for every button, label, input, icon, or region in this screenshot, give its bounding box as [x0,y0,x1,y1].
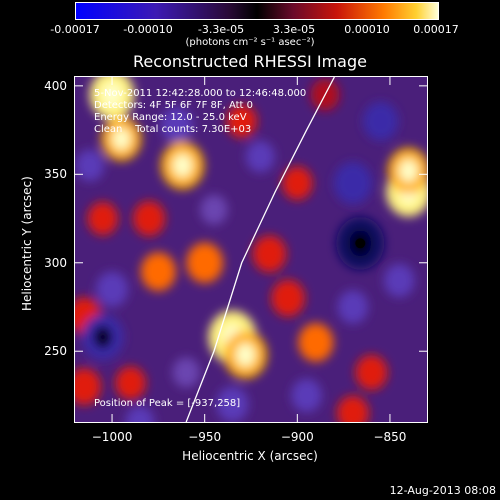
annotation-peak-position: Position of Peak = [-937,258] [94,398,241,409]
x-tick-label: −950 [188,430,222,444]
chart-title: Reconstructed RHESSI Image [133,52,367,71]
negative-blob [172,357,200,388]
annotation-clean-counts: Clean Total counts: 7.30E+03 [94,124,252,135]
negative-blob [245,140,275,173]
x-axis-label: Heliocentric X (arcsec) [182,449,318,463]
emission-blob [133,200,166,237]
annotation-time-range: 5-Nov-2011 12:42:28.000 to 12:46:48.000 [94,88,307,99]
emission-core [112,127,131,150]
negative-blob [96,271,129,307]
y-tick-label: 350 [44,167,67,182]
negative-blob [216,386,249,422]
minimum-marker [355,238,366,249]
negative-blob [291,378,322,413]
negative-core [93,325,113,349]
x-tick-label: −850 [373,430,407,444]
timestamp: 12-Aug-2013 08:08 [389,484,496,497]
colorbar-tick-label: 0.00010 [344,23,390,36]
emission-blob [186,242,224,284]
minimum-dot [355,238,366,249]
emission-blob [282,166,313,200]
negative-blob [160,107,193,143]
negative-blob [200,194,228,225]
negative-blob [384,263,415,298]
annotation-detectors: Detectors: 4F 5F 6F 7F 8F, Att 0 [94,100,254,111]
emission-blob [252,235,287,273]
emission-core [399,159,418,183]
negative-blob [125,406,155,422]
colorbar-tick-label: 0.00017 [413,23,459,36]
emission-blob [75,368,102,406]
emission-core [235,342,256,367]
x-tick-label: −900 [280,430,314,444]
plot-area [74,76,428,423]
emission-core [172,153,193,178]
emission-blob [140,252,176,291]
negative-blob [337,290,369,324]
emission-blob [87,201,118,236]
emission-blob [226,104,257,138]
y-tick-label: 250 [44,344,67,359]
colorbar-tick-label: 3.3e-05 [272,23,316,36]
colorbar-tick-label: -3.3e-05 [197,23,245,36]
x-tick-label: −1000 [91,430,133,444]
heatmap-image [75,77,427,422]
emission-blob [355,354,388,391]
colorbar-units: (photons cm⁻² s⁻¹ asec⁻²) [185,37,315,48]
negative-blob [75,149,105,182]
negative-blob [363,101,399,141]
solar-limb-curve [185,77,335,422]
colorbar-tick-label: -0.00010 [123,23,173,36]
colorbar-tick-label: -0.00017 [50,23,100,36]
emission-blob [115,366,146,400]
emission-blob [271,279,305,317]
negative-blob [333,162,373,205]
emission-core [101,82,123,108]
y-axis-label: Heliocentric Y (arcsec) [20,176,34,311]
colorbar [75,2,439,20]
y-tick-label: 400 [44,78,67,93]
emission-blob [298,323,334,362]
annotation-energy-range: Energy Range: 12.0 - 25.0 keV [94,112,247,123]
emission-blob [336,395,369,422]
y-tick-label: 300 [44,255,67,270]
